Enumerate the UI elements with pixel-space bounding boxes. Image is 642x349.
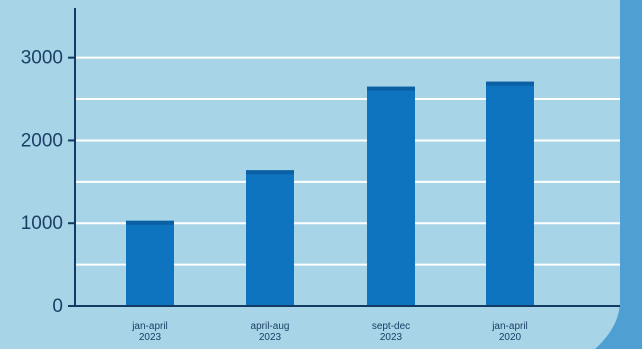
x-tick-label-line: jan-april bbox=[491, 321, 528, 332]
y-tick-label: 3000 bbox=[21, 48, 63, 69]
x-tick-label-line: jan-april bbox=[131, 321, 168, 332]
y-tick-labels: 0 1000 2000 3000 bbox=[21, 48, 63, 317]
x-tick-label-line: 2023 bbox=[380, 332, 403, 343]
x-tick-label-line: 2023 bbox=[259, 332, 282, 343]
bar bbox=[246, 170, 294, 306]
bar-top-edge bbox=[246, 170, 294, 175]
x-tick-label-line: sept-dec bbox=[372, 321, 410, 332]
y-tick-label: 0 bbox=[52, 296, 63, 317]
x-tick-label-line: 2023 bbox=[139, 332, 162, 343]
bar-top-edge bbox=[486, 81, 534, 86]
x-tick-label: april-aug 2023 bbox=[251, 321, 290, 343]
x-tick-label-line: 2020 bbox=[499, 332, 522, 343]
bar-layer bbox=[126, 81, 534, 306]
x-tick-label: jan-april 2020 bbox=[491, 321, 528, 343]
axis-layer bbox=[68, 8, 620, 307]
x-tick-label: sept-dec 2023 bbox=[372, 321, 410, 343]
y-tick-label: 2000 bbox=[21, 130, 63, 151]
y-tick-label: 1000 bbox=[21, 213, 63, 234]
bar bbox=[486, 81, 534, 306]
bar-top-edge bbox=[367, 86, 415, 91]
bar bbox=[126, 220, 174, 306]
x-tick-label: jan-april 2023 bbox=[131, 321, 168, 343]
x-tick-label-line: april-aug bbox=[251, 321, 290, 332]
bar-top-edge bbox=[126, 220, 174, 225]
bar bbox=[367, 86, 415, 306]
